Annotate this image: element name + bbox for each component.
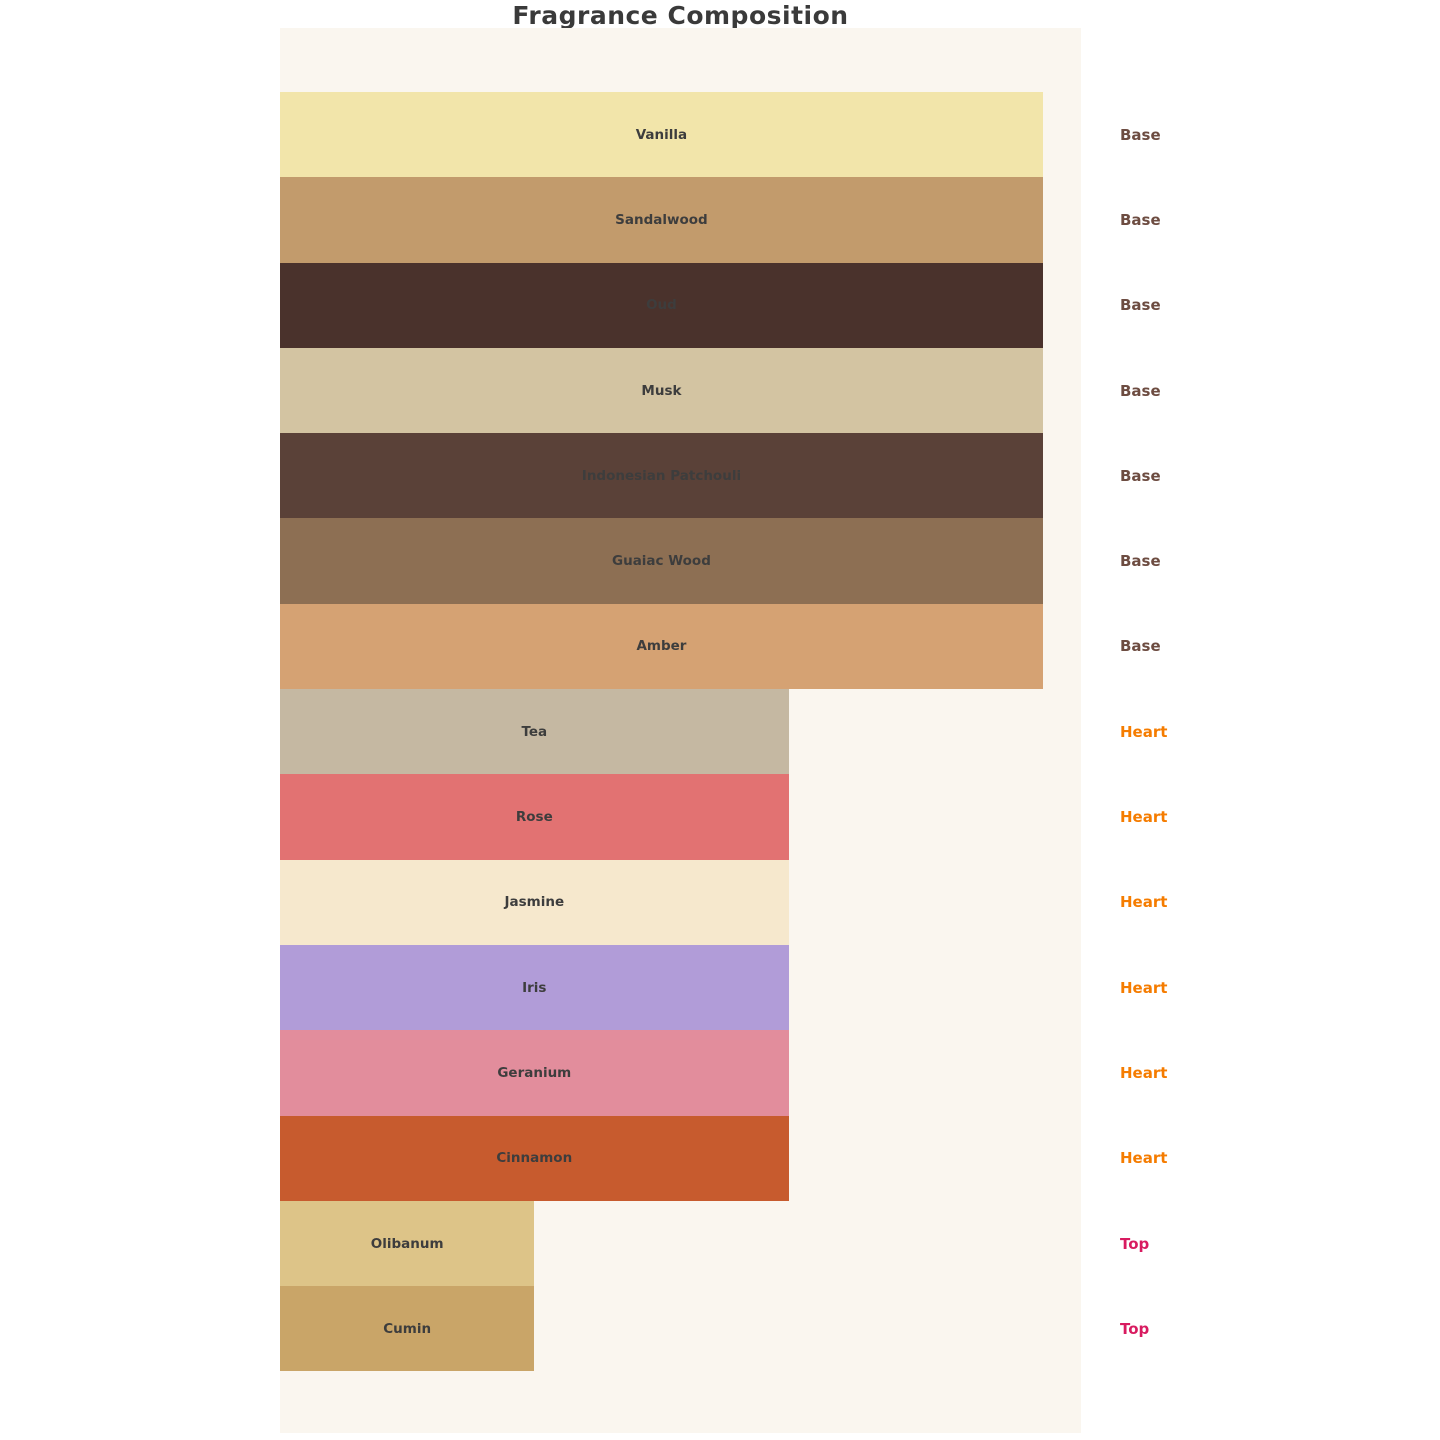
bar-row: Rose: [280, 774, 1081, 860]
note-type-row: Base: [1120, 433, 1167, 518]
note-type-row: Base: [1120, 92, 1167, 177]
note-bar-label: Vanilla: [635, 126, 688, 143]
bar-row: Musk: [280, 347, 1081, 434]
note-bar: Tea: [280, 689, 789, 775]
note-type-row: Heart: [1120, 774, 1167, 859]
note-type-row: Heart: [1120, 1116, 1167, 1201]
note-type-label: Heart: [1120, 978, 1168, 997]
note-bar: Guaiac Wood: [280, 518, 1043, 604]
note-type-row: Base: [1120, 263, 1167, 348]
note-bar-label: Rose: [515, 809, 553, 826]
note-bar: Musk: [280, 347, 1043, 434]
note-bar-label: Cumin: [383, 1320, 432, 1337]
note-bar: Olibanum: [280, 1200, 535, 1287]
bar-row: Tea: [280, 689, 1081, 775]
note-type-row: Base: [1120, 348, 1167, 433]
bar-row: Amber: [280, 603, 1081, 690]
bar-row: Cinnamon: [280, 1115, 1081, 1201]
chart-title: Fragrance Composition: [512, 1, 849, 30]
note-type-label: Heart: [1120, 1149, 1168, 1168]
bar-row: Guaiac Wood: [280, 518, 1081, 604]
note-type-label: Top: [1120, 1319, 1150, 1338]
note-bar-label: Guaiac Wood: [612, 553, 711, 570]
note-bar: Cinnamon: [280, 1115, 789, 1201]
note-bar: Iris: [280, 944, 789, 1031]
note-type-labels: Base Base Base Base Base Base Base Heart…: [1120, 92, 1167, 1371]
note-type-label: Base: [1120, 296, 1161, 315]
note-bar-label: Indonesian Patchouli: [581, 467, 742, 484]
note-type-row: Base: [1120, 518, 1167, 603]
note-type-label: Heart: [1120, 893, 1168, 912]
note-type-label: Heart: [1120, 1063, 1168, 1082]
bars: Vanilla Sandalwood Oud Musk Indonesian P…: [280, 92, 1081, 1372]
note-type-label: Top: [1120, 1234, 1150, 1253]
note-bar-label: Amber: [636, 638, 687, 655]
bar-row: Jasmine: [280, 859, 1081, 945]
bar-row: Indonesian Patchouli: [280, 433, 1081, 519]
note-bar-label: Tea: [521, 723, 548, 740]
note-bar: Sandalwood: [280, 177, 1043, 263]
note-type-label: Base: [1120, 125, 1161, 144]
note-type-row: Heart: [1120, 1030, 1167, 1115]
note-bar: Geranium: [280, 1030, 789, 1116]
note-type-label: Heart: [1120, 808, 1168, 827]
note-type-label: Base: [1120, 381, 1161, 400]
note-type-label: Base: [1120, 210, 1161, 229]
note-type-label: Base: [1120, 637, 1161, 656]
bar-row: Cumin: [280, 1286, 1081, 1372]
bar-row: Oud: [280, 262, 1081, 348]
bar-row: Olibanum: [280, 1200, 1081, 1287]
note-bar-label: Jasmine: [504, 894, 565, 911]
bar-row: Geranium: [280, 1030, 1081, 1116]
note-type-row: Heart: [1120, 860, 1167, 945]
note-bar: Cumin: [280, 1286, 535, 1372]
note-bar-label: Cinnamon: [496, 1150, 573, 1167]
bar-row: Vanilla: [280, 92, 1081, 178]
note-bar: Jasmine: [280, 859, 789, 945]
note-bar-label: Olibanum: [370, 1235, 444, 1252]
note-bar-label: Sandalwood: [615, 211, 708, 228]
note-bar: Indonesian Patchouli: [280, 433, 1043, 519]
note-type-label: Base: [1120, 552, 1161, 571]
note-type-row: Heart: [1120, 689, 1167, 774]
note-type-row: Top: [1120, 1286, 1167, 1371]
note-bar: Vanilla: [280, 92, 1043, 178]
note-bar: Rose: [280, 774, 789, 860]
note-type-label: Base: [1120, 466, 1161, 485]
note-type-label: Heart: [1120, 722, 1168, 741]
note-bar: Oud: [280, 262, 1043, 348]
note-bar-label: Musk: [641, 382, 682, 399]
note-type-row: Base: [1120, 177, 1167, 262]
note-bar-label: Iris: [522, 979, 547, 996]
note-bar: Amber: [280, 603, 1043, 690]
note-type-row: Heart: [1120, 945, 1167, 1030]
bar-row: Iris: [280, 944, 1081, 1031]
note-type-row: Top: [1120, 1201, 1167, 1286]
bar-row: Sandalwood: [280, 177, 1081, 263]
note-bar-label: Oud: [646, 297, 677, 314]
note-type-row: Base: [1120, 604, 1167, 689]
note-bar-label: Geranium: [497, 1064, 572, 1081]
